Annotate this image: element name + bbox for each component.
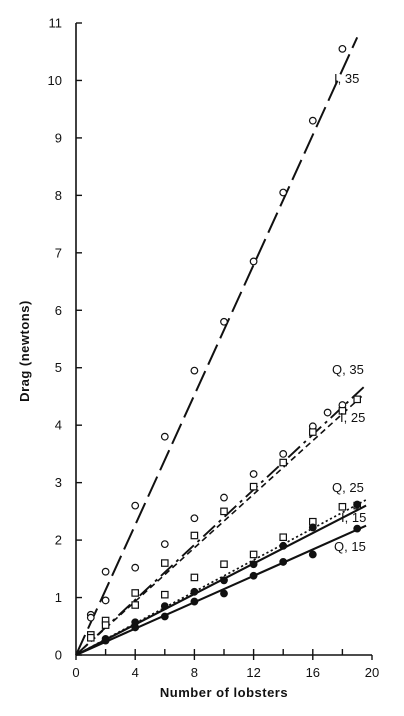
- point-series-4-2: [160, 602, 169, 611]
- point-series-3-1: [101, 621, 110, 629]
- series-labels: I, 35 Q, 35 I, 25 Q, 25 I, 15 Q, 15: [332, 71, 366, 554]
- y-tick-label-7: 7: [55, 245, 62, 260]
- x-tick-label-8: 8: [191, 665, 198, 680]
- y-tick-label-1: 1: [55, 590, 62, 605]
- x-tick-label-16: 16: [306, 665, 320, 680]
- y-tick-label-5: 5: [55, 360, 62, 375]
- y-tick-label-2: 2: [55, 533, 62, 548]
- point-series-0-1: [101, 567, 110, 576]
- point-series-1-4: [190, 514, 199, 523]
- point-series-2-6: [249, 482, 258, 491]
- point-series-5-4: [220, 589, 228, 598]
- point-series-1-5: [220, 493, 228, 502]
- point-series-2-3: [161, 559, 169, 567]
- point-series-4-3: [190, 587, 199, 596]
- point-series-1-2: [131, 563, 140, 572]
- point-series-0-5: [220, 317, 228, 326]
- point-series-3-4: [190, 573, 199, 582]
- y-tick-label-8: 8: [55, 188, 62, 203]
- series-label-5: Q, 15: [334, 539, 366, 554]
- x-tick-label-12: 12: [246, 665, 260, 680]
- point-series-4-6: [279, 541, 288, 550]
- series-label-3: Q, 25: [332, 480, 364, 495]
- point-series-0-3: [160, 432, 169, 441]
- point-series-4-4: [220, 576, 228, 585]
- x-tick-label-4: 4: [132, 665, 139, 680]
- x-tick-label-20: 20: [365, 665, 379, 680]
- point-series-0-6: [249, 257, 258, 266]
- y-tick-label-0: 0: [55, 648, 62, 663]
- point-series-2-5: [220, 507, 228, 516]
- point-series-1-3: [160, 540, 169, 549]
- point-series-3-6: [249, 550, 258, 559]
- y-tick-label-4: 4: [55, 418, 62, 433]
- point-series-5-0: [101, 636, 110, 645]
- point-series-0-2: [131, 501, 140, 510]
- point-series-4-5: [249, 560, 258, 569]
- point-series-5-3: [190, 597, 199, 606]
- series-label-1: Q, 35: [332, 362, 364, 377]
- point-series-4-8: [353, 500, 362, 509]
- y-tick-label-3: 3: [55, 475, 62, 490]
- point-series-2-9: [338, 407, 347, 415]
- point-series-3-2: [131, 601, 140, 609]
- point-series-5-6: [279, 558, 288, 566]
- point-series-4-7: [308, 523, 317, 532]
- point-series-5-5: [249, 571, 258, 580]
- point-series-1-1: [101, 596, 110, 605]
- fit-line-series-5: [75, 524, 367, 656]
- point-series-2-7: [279, 458, 288, 467]
- point-series-2-4: [190, 531, 199, 540]
- point-series-0-9: [338, 44, 347, 53]
- point-series-5-7: [308, 550, 317, 559]
- point-series-1-0: [86, 613, 95, 622]
- point-series-1-6: [249, 470, 258, 478]
- point-series-2-10: [353, 395, 362, 404]
- fit-lines: [75, 36, 367, 656]
- fit-line-series-0: [75, 36, 359, 656]
- point-series-0-4: [190, 366, 199, 375]
- point-series-3-7: [279, 533, 288, 542]
- fit-line-series-2: [75, 395, 363, 656]
- y-axis-label: Drag (newtons): [17, 300, 32, 402]
- point-series-0-8: [308, 116, 317, 125]
- point-series-3-9: [338, 502, 347, 511]
- x-axis-label: Number of lobsters: [160, 685, 288, 700]
- point-series-3-3: [161, 590, 169, 599]
- y-tick-label-10: 10: [48, 73, 62, 88]
- y-tick-label-9: 9: [55, 130, 62, 145]
- fit-line-series-1: [75, 384, 367, 656]
- point-series-1-7: [279, 450, 288, 458]
- point-series-0-7: [279, 188, 288, 197]
- y-tick-label-6: 6: [55, 303, 62, 318]
- point-series-5-1: [131, 623, 140, 632]
- point-series-5-2: [160, 612, 169, 621]
- y-tick-label-11: 11: [49, 16, 63, 31]
- data-points: [86, 44, 362, 645]
- series-label-4: I, 15: [341, 510, 366, 525]
- point-series-3-5: [220, 560, 228, 569]
- point-series-5-8: [353, 524, 362, 533]
- series-label-0: I, 35: [334, 71, 359, 86]
- x-tick-label-0: 0: [72, 665, 79, 680]
- point-series-3-0: [86, 633, 95, 642]
- point-series-1-9: [323, 408, 332, 417]
- point-series-2-2: [131, 589, 140, 597]
- series-label-2: I, 25: [340, 410, 365, 425]
- point-series-2-8: [309, 428, 317, 436]
